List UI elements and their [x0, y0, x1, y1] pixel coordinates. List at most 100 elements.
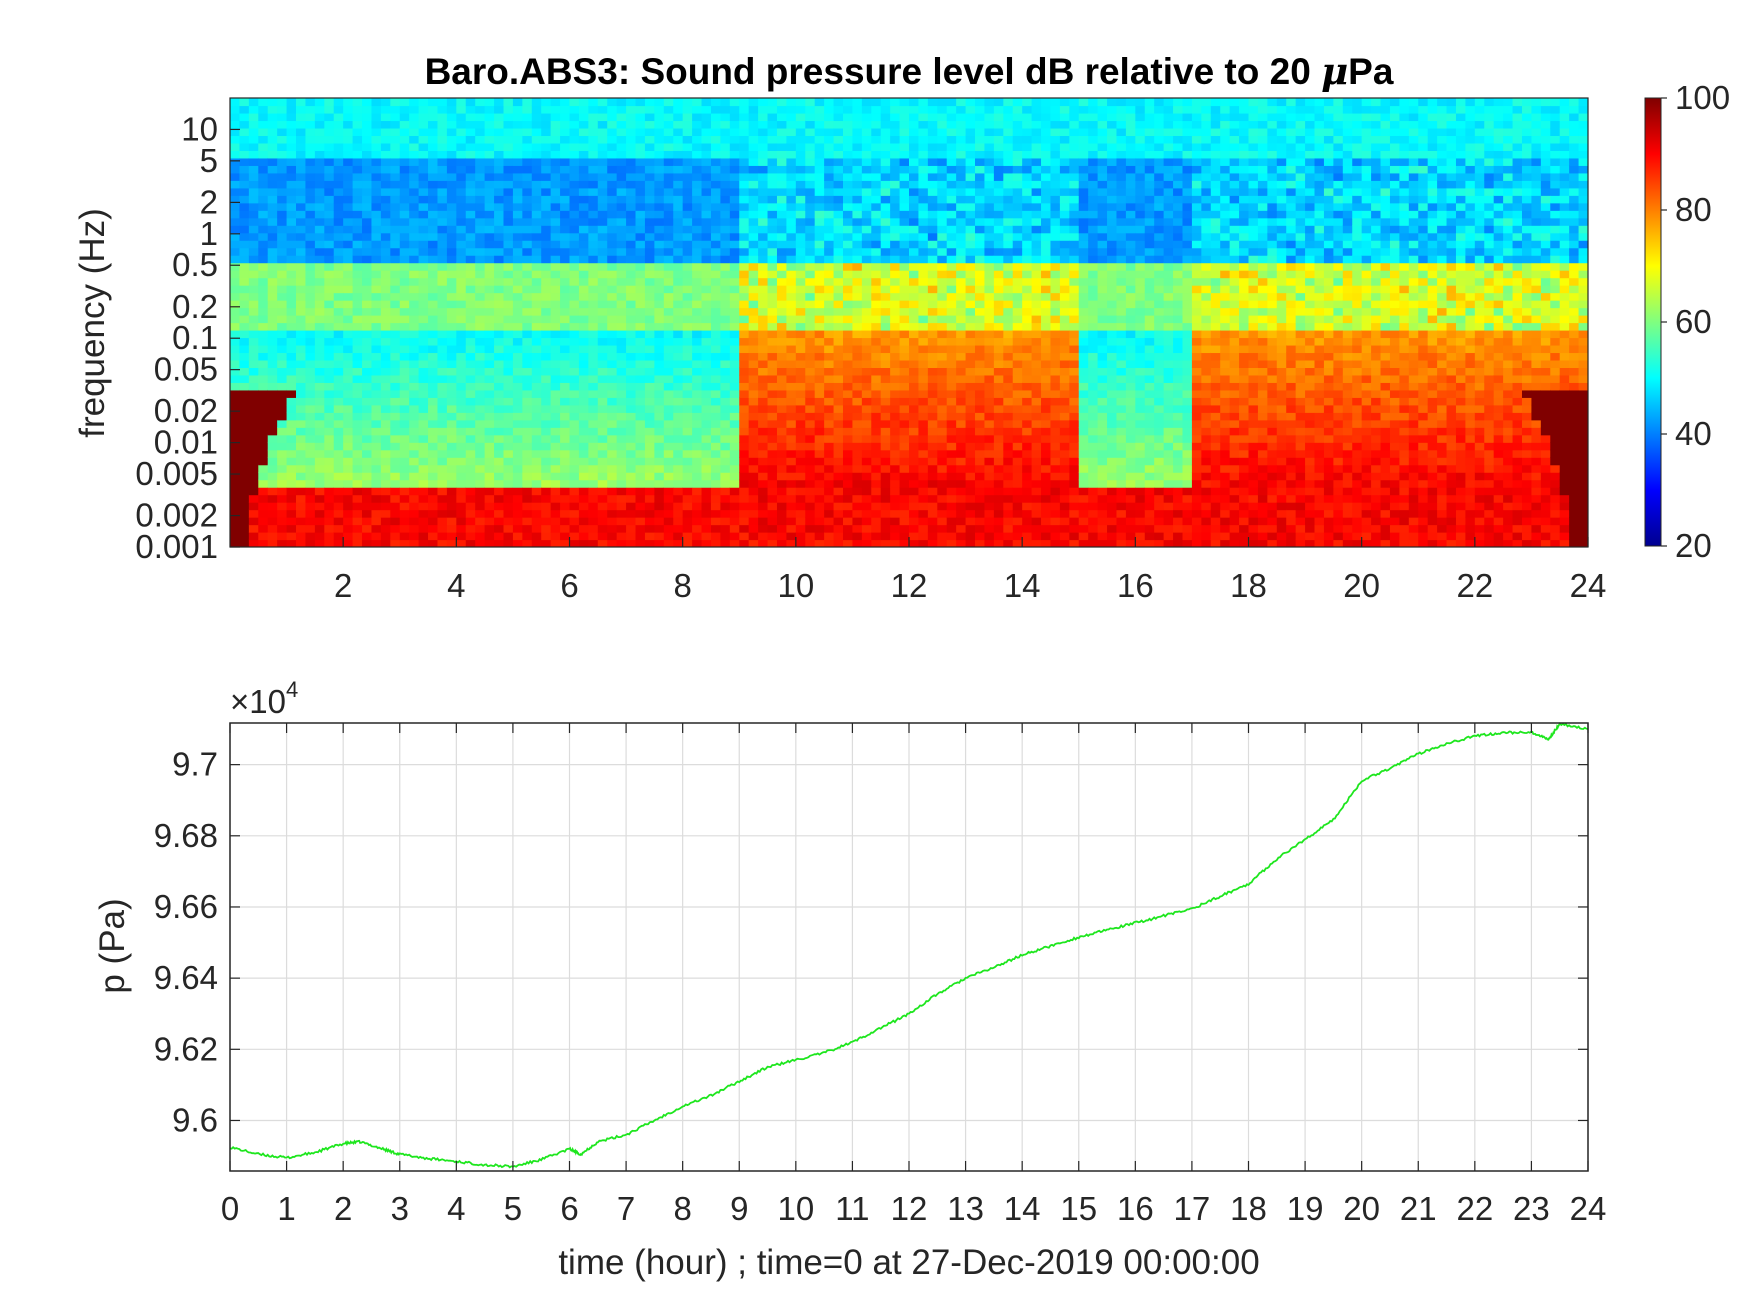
spectrogram-cell	[795, 150, 806, 159]
spectrogram-cell	[720, 120, 731, 129]
spectrogram-cell	[975, 217, 986, 226]
spectrogram-cell	[456, 262, 467, 271]
spectrogram-cell	[390, 449, 401, 458]
spectrogram-cell	[729, 337, 740, 346]
spectrogram-cell	[814, 539, 825, 547]
spectrogram-cell	[644, 315, 655, 324]
spectrogram-cell	[937, 502, 948, 511]
spectrogram-cell	[795, 172, 806, 181]
spectrogram-cell	[267, 389, 278, 398]
spectrogram-cell	[305, 382, 316, 391]
spectrogram-cell	[927, 457, 938, 466]
spectrogram-cell	[805, 517, 816, 526]
spectrogram-cell	[230, 344, 241, 354]
spectrogram-cell	[597, 389, 608, 398]
spectrogram-cell	[767, 359, 778, 368]
spectrogram-cell	[305, 187, 316, 196]
spectrogram-cell	[399, 135, 410, 144]
spectrogram-cell	[814, 135, 825, 144]
spectrogram-cell	[494, 517, 505, 526]
spectrogram-cell	[569, 329, 580, 339]
spectrogram-cell	[692, 127, 703, 137]
spectrogram-cell	[644, 247, 655, 256]
spectrogram-cell	[739, 374, 750, 383]
spectrogram-cell	[541, 344, 552, 354]
spectrogram-cell	[437, 232, 448, 241]
spectrogram-cell	[352, 442, 363, 451]
spectrogram-cell	[871, 412, 882, 421]
spectrogram-cell	[446, 382, 457, 391]
spectrogram-cell	[390, 427, 401, 436]
spectrogram-cell	[380, 105, 391, 114]
spectrogram-cell	[937, 427, 948, 436]
spectrogram-cell	[767, 165, 778, 174]
spectrogram-cell	[484, 419, 495, 428]
spectrogram-cell	[956, 277, 967, 286]
spectrogram-cell	[380, 539, 391, 547]
spectrogram-cell	[569, 270, 580, 279]
spectrogram-cell	[371, 112, 382, 122]
spectrogram-cell	[475, 464, 486, 473]
spectrogram-cell	[880, 135, 891, 144]
spectrogram-cell	[871, 367, 882, 376]
spectrogram-cell	[833, 172, 844, 181]
spectrogram-cell	[248, 307, 259, 316]
spectrogram-cell	[456, 105, 467, 114]
spectrogram-cell	[314, 337, 325, 346]
spectrogram-cell	[795, 524, 806, 533]
spectrogram-cell	[814, 344, 825, 354]
spectrogram-cell	[758, 210, 769, 219]
spectrogram-cell	[578, 539, 589, 547]
spectrogram-cell	[267, 344, 278, 354]
spectrogram-cell	[560, 472, 571, 481]
spectrogram-cell	[248, 150, 259, 159]
spectrogram-cell	[805, 344, 816, 354]
spectrogram-cell	[805, 315, 816, 324]
spectrogram-cell	[626, 479, 637, 488]
spectrogram-cell	[965, 127, 976, 137]
spectrogram-cell	[475, 187, 486, 196]
spectrogram-cell	[993, 292, 1004, 301]
spectrogram-cell	[418, 457, 429, 466]
spectrogram-cell	[956, 539, 967, 547]
spectrogram-cell	[852, 165, 863, 174]
spectrogram-cell	[956, 307, 967, 316]
spectrogram-cell	[607, 352, 618, 361]
spectrogram-cell	[758, 389, 769, 398]
spectrogram-cell	[390, 135, 401, 144]
spectrogram-cell	[465, 404, 476, 413]
spectrogram-cell	[399, 315, 410, 324]
spectrogram-cell	[729, 165, 740, 174]
spectrogram-cell	[927, 517, 938, 526]
spectrogram-cell	[861, 329, 872, 339]
spectrogram-cell	[418, 374, 429, 383]
spectrogram-cell	[456, 352, 467, 361]
spectrogram-cell	[871, 165, 882, 174]
spectrogram-cell	[861, 247, 872, 256]
spectrogram-cell	[814, 494, 825, 503]
spectrogram-cell	[984, 277, 995, 286]
spectrogram-cell	[267, 210, 278, 219]
spectrogram-cell	[418, 479, 429, 488]
spectrogram-cell	[776, 112, 787, 122]
spectrogram-cell	[720, 217, 731, 226]
spectrogram-cell	[437, 217, 448, 226]
spectrogram-cell	[767, 285, 778, 294]
spectrogram-cell	[909, 225, 920, 234]
spectrogram-cell	[569, 232, 580, 241]
spectrogram-cell	[956, 105, 967, 114]
spectrogram-cell	[588, 105, 599, 114]
spectrogram-cell	[522, 105, 533, 114]
spectrogram-cell	[569, 322, 580, 331]
spectrogram-cell	[644, 517, 655, 526]
spectrogram-cell	[371, 105, 382, 114]
spectrogram-cell	[748, 449, 759, 458]
spectrogram-cell	[578, 157, 589, 166]
spectrogram-cell	[975, 337, 986, 346]
spectrogram-cell	[230, 374, 241, 383]
spectrogram-cell	[296, 344, 307, 354]
spectrogram-cell	[861, 157, 872, 166]
spectrogram-cell	[512, 397, 523, 406]
spectrogram-cell	[258, 187, 269, 196]
spectrogram-cell	[946, 367, 957, 376]
